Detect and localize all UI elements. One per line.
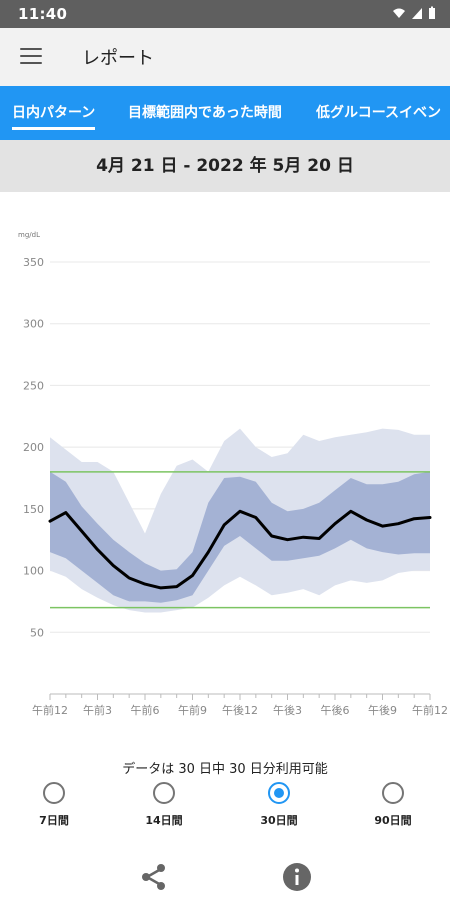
date-range: 4月 21 日 - 2022 年 5月 20 日 [0,140,450,192]
status-time: 11:40 [18,5,68,23]
radio-90-days[interactable] [382,782,404,804]
y-tick-label: 350 [23,256,44,269]
radio-30-days[interactable] [268,782,290,804]
x-tick-label: 午後12 [222,703,258,717]
app-bar: レポート [0,28,450,86]
y-tick-label: 250 [23,379,44,392]
tab-low-glucose-events[interactable]: 低グルコースイベン [316,105,442,121]
info-icon[interactable] [282,862,312,892]
x-tick-label: 午前9 [178,703,207,717]
range-option-30-days[interactable]: 30日間 [239,782,319,828]
chart-svg: mg/dL 50 100 150 200 250 300 350 午前12 午前3 午前6 午前9 午後… [18,231,448,717]
report-tabs: 日内パターン 目標範囲内であった時間 低グルコースイベン [0,86,450,140]
range-option-90-days[interactable]: 90日間 [353,782,433,828]
range-label-90-days: 90日間 [374,814,412,827]
range-selector: 7日間 14日間 30日間 90日間 [0,782,450,832]
data-availability-text: データは 30 日中 30 日分利用可能 [122,762,328,777]
status-icons [392,6,436,20]
tab-time-in-range[interactable]: 目標範囲内であった時間 [128,105,282,121]
page-title: レポート [82,48,154,69]
x-tick-label: 午後3 [273,703,302,717]
range-label-30-days: 30日間 [260,814,298,827]
menu-icon[interactable] [20,48,42,66]
status-bar: 11:40 [0,0,450,28]
x-tick-label: 午後6 [321,703,350,717]
x-tick-label: 午前3 [83,703,112,717]
daily-pattern-chart: mg/dL 50 100 150 200 250 300 350 午前12 午前3 午前6 午前9 午後… [0,222,450,722]
x-tick-label: 午前12 [32,703,68,717]
range-option-7-days[interactable]: 7日間 [14,782,94,828]
range-label-14-days: 14日間 [145,814,183,827]
tab-daily-pattern[interactable]: 日内パターン [12,86,96,140]
percentile-25-75-band [50,471,430,603]
y-tick-label: 300 [23,318,44,331]
y-tick-label: 200 [23,441,44,454]
radio-7-days[interactable] [43,782,65,804]
x-tick-label: 午前6 [131,703,160,717]
battery-icon [429,6,435,19]
chart-unit-label: mg/dL [18,231,40,239]
range-label-7-days: 7日間 [39,814,69,827]
median-line [48,509,432,590]
y-tick-label: 50 [30,626,44,639]
y-tick-label: 100 [23,565,44,578]
x-tick-label: 午前12 [412,703,448,717]
signal-icon [412,8,422,19]
x-tick-label: 午後9 [368,703,397,717]
wifi-icon [393,8,405,18]
radio-14-days[interactable] [153,782,175,804]
share-icon[interactable] [139,862,169,892]
y-tick-label: 150 [23,503,44,516]
range-option-14-days[interactable]: 14日間 [124,782,204,828]
